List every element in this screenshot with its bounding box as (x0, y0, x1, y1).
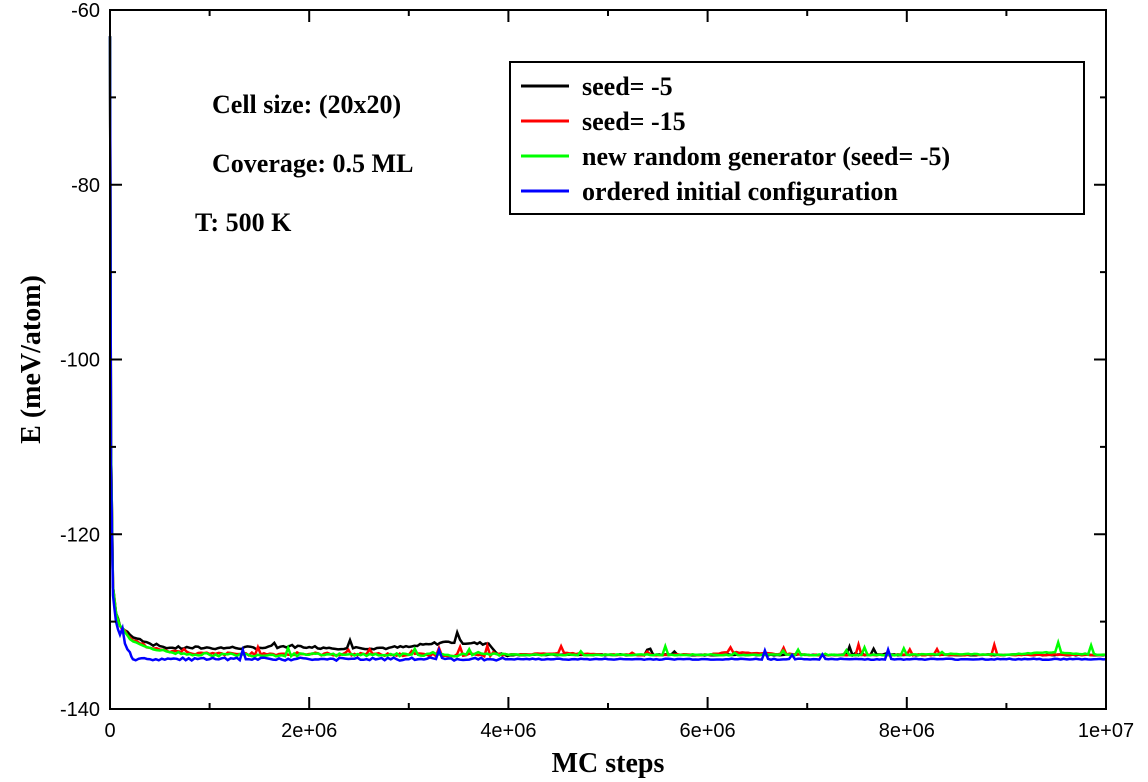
x-axis-title: MC steps (552, 748, 665, 779)
y-axis-title: E (meV/atom) (16, 275, 47, 444)
y-tick-label: -140 (60, 699, 100, 721)
legend: seed= -5 seed= -15 new random generator … (509, 61, 1085, 215)
annotation-coverage: Coverage: 0.5 ML (212, 149, 413, 178)
legend-label-new-generator: new random generator (seed= -5) (582, 142, 950, 171)
series-line-2 (108, 36, 1107, 659)
x-tick-label: 8e+06 (879, 720, 935, 742)
ticks-layer: 0 2e+06 4e+06 6e+06 8e+06 1e+07 -140 -120 -100 -8… (60, 0, 1134, 742)
series-line-3 (108, 36, 1107, 663)
legend-label-seed-5: seed= -5 (582, 72, 673, 101)
x-tick-label: 4e+06 (480, 720, 536, 742)
x-tick-label: 1e+07 (1078, 720, 1134, 742)
series-layer (108, 36, 1107, 663)
legend-box (509, 61, 1085, 215)
x-tick-label: 0 (104, 720, 115, 742)
y-tick-label: -60 (71, 0, 100, 22)
y-tick-label: -100 (60, 350, 100, 372)
y-tick-label: -120 (60, 524, 100, 546)
legend-label-ordered: ordered initial configuration (582, 177, 898, 206)
annotation-cell-size: Cell size: (20x20) (212, 90, 401, 119)
x-tick-label: 2e+06 (281, 720, 337, 742)
y-tick-label: -80 (71, 175, 100, 197)
x-tick-label: 6e+06 (680, 720, 736, 742)
annotation-temperature: T: 500 K (195, 208, 292, 237)
legend-label-seed-15: seed= -15 (582, 107, 686, 136)
